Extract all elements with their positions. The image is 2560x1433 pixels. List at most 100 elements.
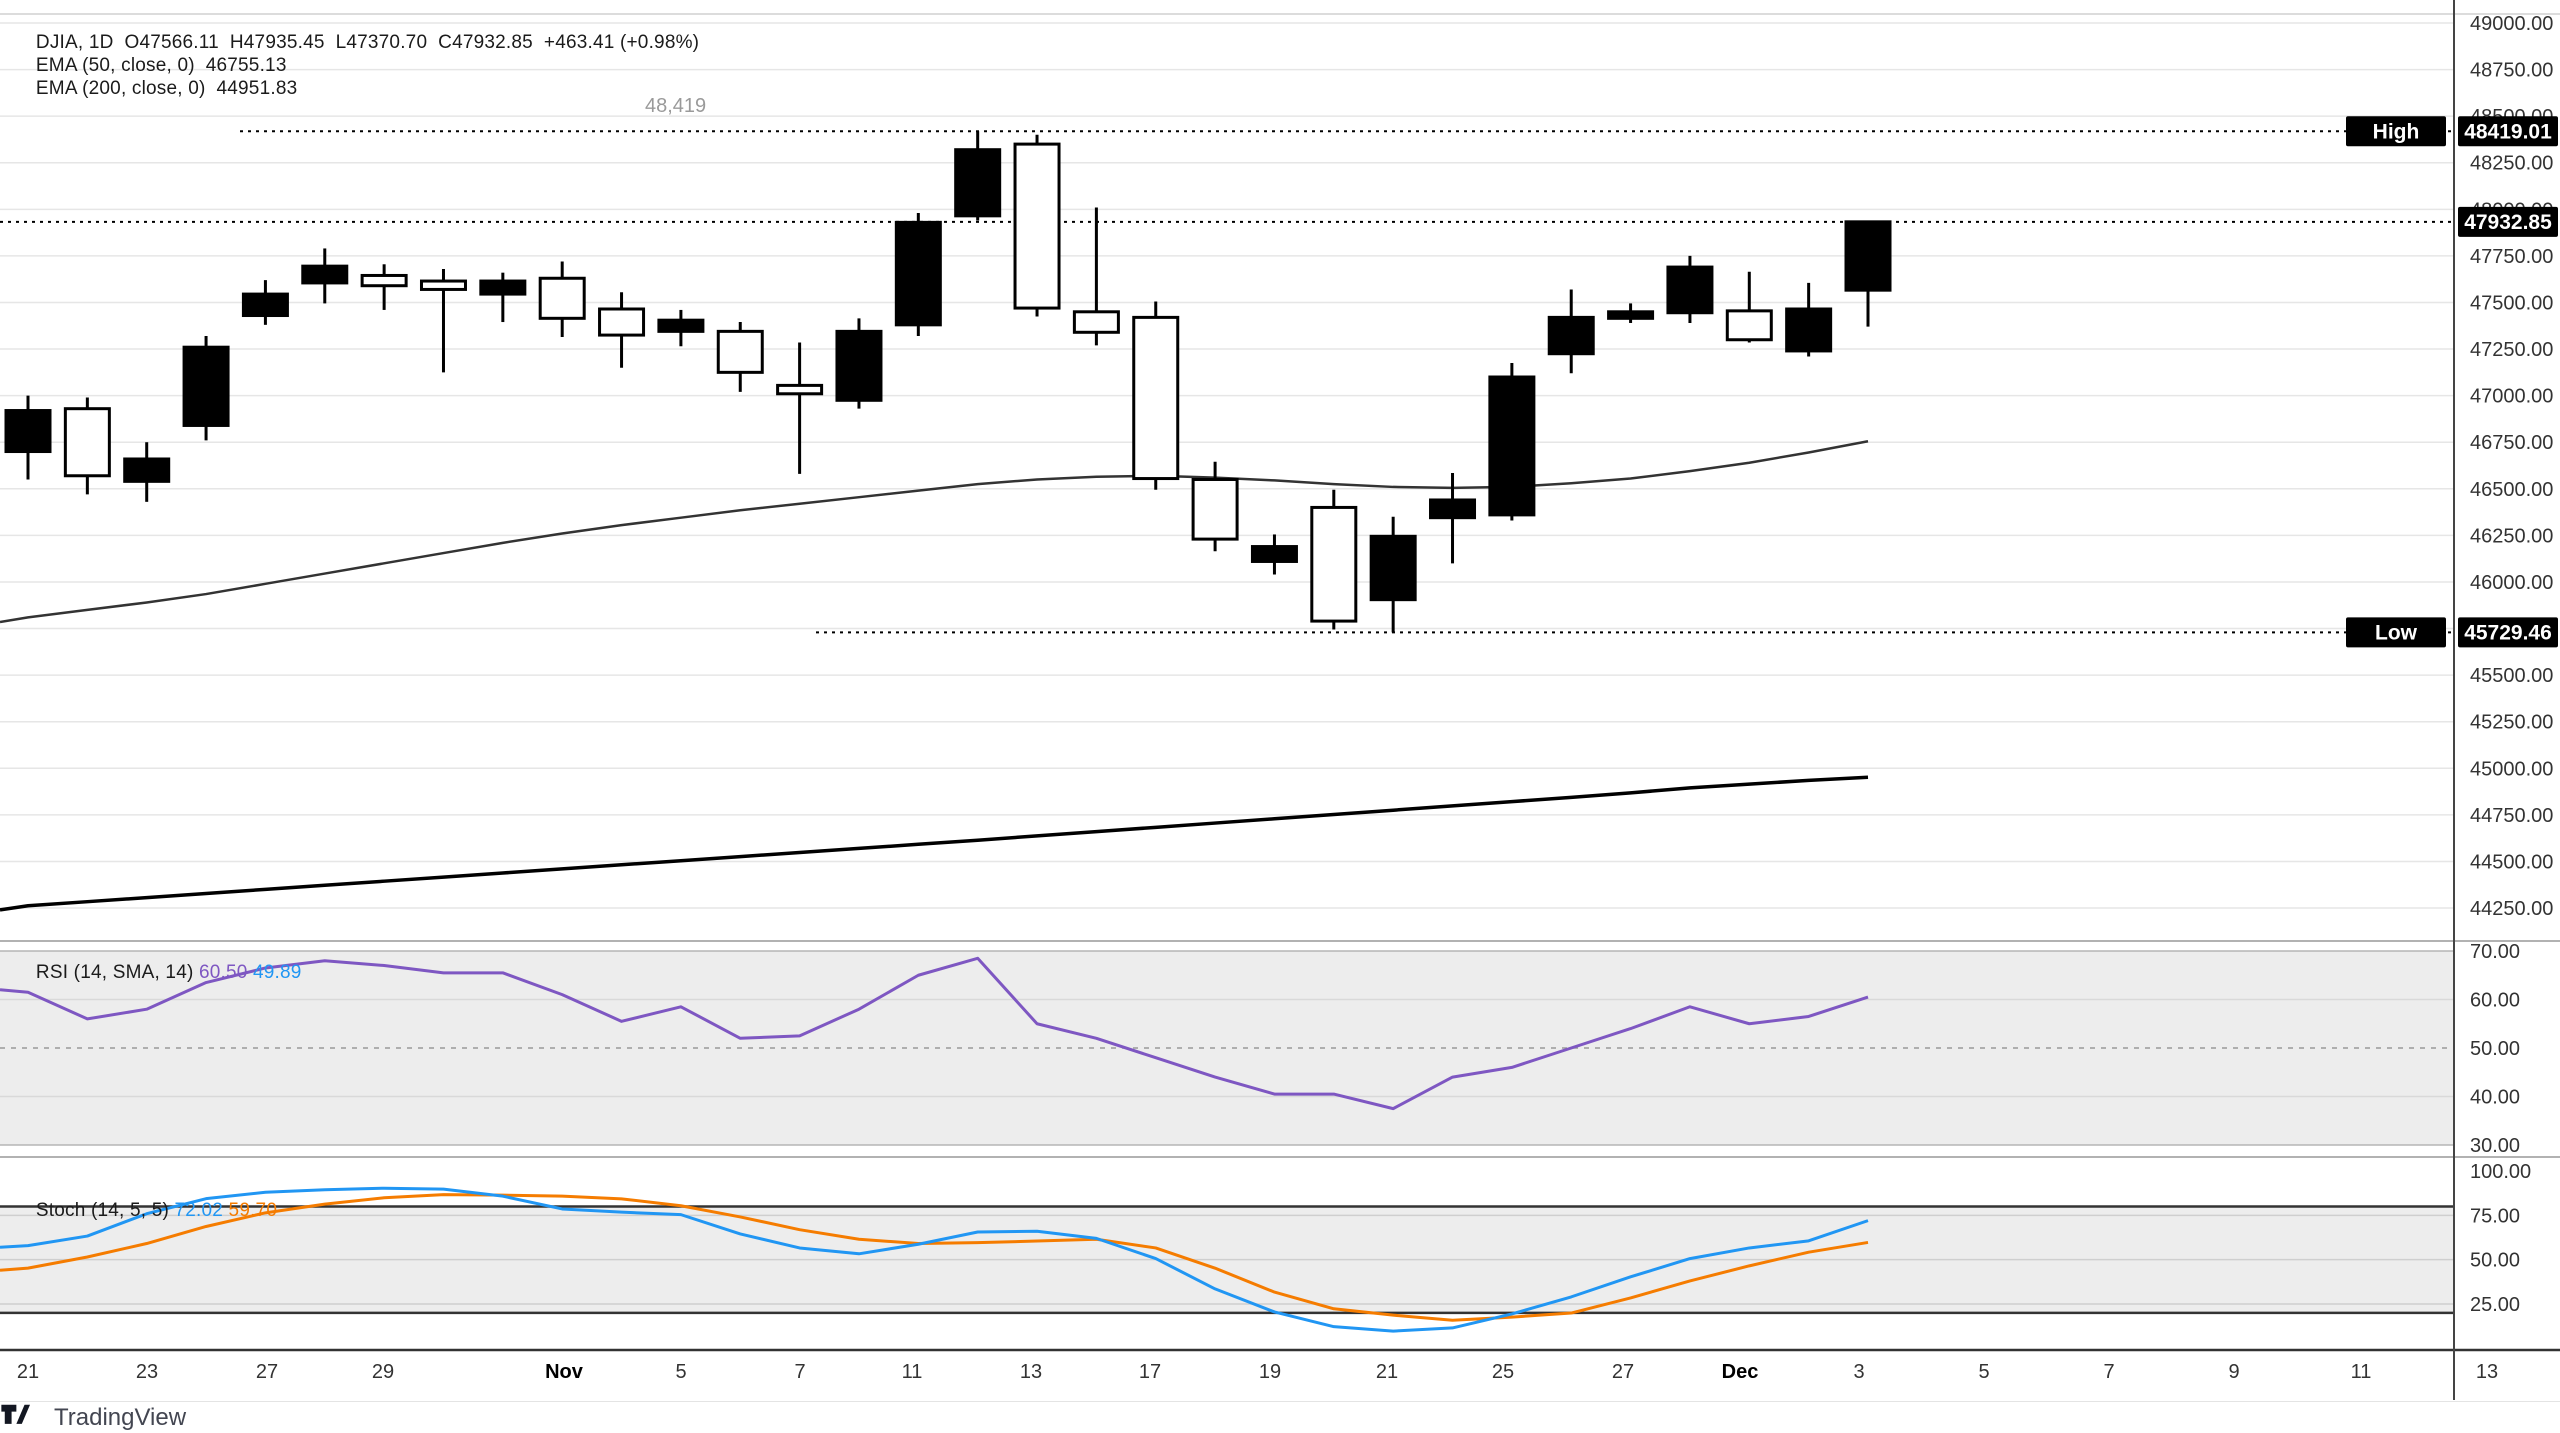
stoch-d-value: 59.70 <box>228 1200 278 1221</box>
time-axis-label[interactable]: 19 <box>1259 1361 1281 1383</box>
rsi-legend[interactable]: RSI (14, SMA, 14) 60.50 49.89 <box>14 940 302 1006</box>
ema50-label: EMA (50, close, 0) <box>35 55 195 76</box>
ema50-legend[interactable]: EMA (50, close, 0) 46755.13 <box>14 33 287 99</box>
rsi-band <box>0 951 2454 1145</box>
time-axis-label[interactable]: 23 <box>136 1361 158 1383</box>
rsi-ma-value: 49.89 <box>253 962 302 983</box>
candle[interactable] <box>4 395 52 480</box>
candle[interactable] <box>1785 282 1833 357</box>
low-badge-label-bg <box>2346 617 2446 648</box>
time-axis-label[interactable]: 11 <box>902 1361 923 1383</box>
candle[interactable] <box>1547 289 1595 374</box>
time-axis-label[interactable]: Nov <box>545 1361 584 1383</box>
candle[interactable] <box>835 318 883 409</box>
time-axis-label[interactable]: 25 <box>1492 1361 1514 1383</box>
high-badge-label-bg <box>2346 116 2446 147</box>
time-axis-label[interactable]: 17 <box>1139 1361 1161 1383</box>
stoch-axis-label: 100.00 <box>2470 1161 2531 1183</box>
high-price-annotation: 48,419 <box>645 95 707 117</box>
stoch-k-value: 72.02 <box>174 1200 224 1221</box>
candle-body-up <box>1607 310 1655 320</box>
time-axis-label[interactable]: 3 <box>1853 1361 1864 1383</box>
candle[interactable] <box>1666 255 1714 323</box>
candle[interactable] <box>598 292 646 368</box>
time-axis-label[interactable]: Dec <box>1722 1361 1759 1383</box>
rsi-axis-label: 30.00 <box>2470 1135 2520 1157</box>
candle[interactable] <box>63 397 111 495</box>
candle[interactable] <box>1132 301 1180 490</box>
ema200-value: 44951.83 <box>216 78 298 99</box>
time-axis-label[interactable]: 21 <box>17 1361 39 1383</box>
candle[interactable] <box>479 272 527 323</box>
time-axis-label[interactable]: 21 <box>1376 1361 1398 1383</box>
ema200-label: EMA (200, close, 0) <box>35 78 206 99</box>
candle[interactable] <box>1725 271 1773 343</box>
candle-body-up <box>1488 375 1536 517</box>
stoch-legend[interactable]: Stoch (14, 5, 5) 72.02 59.70 <box>14 1178 277 1244</box>
candle[interactable] <box>1369 516 1417 633</box>
time-axis-label[interactable]: 13 <box>1020 1361 1042 1383</box>
symbol-ohlc-text: DJIA, 1D O47566.11 H47935.45 L47370.70 C… <box>35 32 700 53</box>
candle[interactable] <box>1488 363 1536 521</box>
candle[interactable] <box>954 131 1002 221</box>
candle[interactable] <box>1072 207 1120 346</box>
time-axis-label[interactable]: 13 <box>2476 1361 2498 1383</box>
candle[interactable] <box>1191 461 1239 552</box>
price-axis-label: 47000.00 <box>2470 386 2553 408</box>
candle-body-down <box>1310 505 1358 623</box>
price-axis-label: 44500.00 <box>2470 851 2553 873</box>
candle-body-up <box>1429 498 1477 520</box>
time-axis-label[interactable]: 27 <box>1612 1361 1634 1383</box>
time-axis-label[interactable]: 11 <box>2351 1361 2372 1383</box>
time-axis-label[interactable]: 27 <box>256 1361 278 1383</box>
candle-body-down <box>598 307 646 337</box>
candle-body-up <box>241 292 289 318</box>
candle[interactable] <box>1844 220 1892 327</box>
candle[interactable] <box>1429 472 1477 564</box>
ema200-legend[interactable]: EMA (200, close, 0) 44951.83 <box>14 56 297 122</box>
high-badge-label: High <box>2373 120 2420 143</box>
candle-body-up <box>123 457 171 483</box>
time-axis-label[interactable]: 5 <box>1978 1361 1989 1383</box>
candle[interactable] <box>716 322 764 392</box>
price-axis-label: 45250.00 <box>2470 712 2553 734</box>
candle[interactable] <box>301 248 349 304</box>
candle-body-up <box>1250 545 1298 563</box>
time-axis-label[interactable]: 5 <box>675 1361 686 1383</box>
candle-body-up <box>1666 265 1714 315</box>
candle[interactable] <box>1607 303 1655 323</box>
time-axis-label[interactable]: 9 <box>2228 1361 2239 1383</box>
time-axis-label[interactable]: 7 <box>2103 1361 2114 1383</box>
candle[interactable] <box>182 336 230 441</box>
time-axis-label[interactable]: 7 <box>794 1361 805 1383</box>
candle-body-down <box>1191 477 1239 541</box>
candle[interactable] <box>1250 534 1298 575</box>
ema50-line <box>0 440 1869 624</box>
price-axis-label: 44750.00 <box>2470 805 2553 827</box>
candle[interactable] <box>894 213 942 337</box>
tradingview-logo-icon <box>1 1404 30 1424</box>
rsi-axis-label: 50.00 <box>2470 1038 2520 1060</box>
candle[interactable] <box>538 261 586 337</box>
tradingview-logo[interactable]: TradingView <box>1 1404 186 1432</box>
candle-body-down <box>1013 142 1061 310</box>
time-axis-label[interactable]: 29 <box>372 1361 394 1383</box>
candle[interactable] <box>1013 134 1061 317</box>
candle-body-down <box>360 273 408 288</box>
price-axis-label: 45000.00 <box>2470 758 2553 780</box>
candle-body-down <box>63 407 111 478</box>
candle[interactable] <box>657 309 705 347</box>
price-axis-label: 46250.00 <box>2470 525 2553 547</box>
candle[interactable] <box>360 264 408 310</box>
candle[interactable] <box>1310 489 1358 630</box>
candle[interactable] <box>419 268 467 373</box>
candle[interactable] <box>241 280 289 325</box>
rsi-axis-label: 40.00 <box>2470 1087 2520 1109</box>
candle[interactable] <box>123 442 171 502</box>
candle[interactable] <box>776 342 824 474</box>
symbol-ohlc-legend[interactable]: DJIA, 1D O47566.11 H47935.45 L47370.70 C… <box>14 10 699 76</box>
stoch-k-line <box>0 1186 1869 1333</box>
candle-body-down <box>716 329 764 374</box>
